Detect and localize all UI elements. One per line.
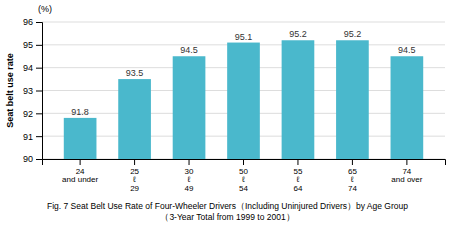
x-tick-label-line: 54 [239, 184, 248, 193]
x-tick-label-line: 74 [348, 184, 357, 193]
x-tick-mark [134, 159, 135, 165]
y-axis-title: Seat belt use rate [5, 53, 15, 128]
y-tick-label: 91 [23, 132, 33, 142]
y-tick: 96 [23, 17, 42, 27]
bar [282, 40, 315, 159]
data-label: 94.5 [398, 45, 416, 55]
x-tick-label: 74and over [391, 167, 422, 185]
y-tick-mark [36, 136, 42, 137]
x-tick: 50ℓ54 [239, 159, 248, 193]
y-tick: 93 [23, 86, 42, 96]
x-axis: 24and under25ℓ2930ℓ4950ℓ5455ℓ6465ℓ7474an… [43, 159, 446, 193]
x-tick-mark [243, 159, 244, 165]
x-tick-label-line: 25 [130, 167, 139, 176]
y-tick-mark [36, 45, 42, 46]
x-tick: 74and over [391, 159, 422, 184]
x-tick-label-line: 49 [185, 184, 194, 193]
x-tick: 65ℓ74 [348, 159, 357, 193]
bar [391, 56, 424, 159]
x-tick-label-line: 65 [348, 167, 357, 176]
chart: 91.8 93.5 94.5 95.1 95.2 95.2 94.5 90 91 92 93 94 95… [0, 0, 455, 225]
y-tick-mark [36, 159, 42, 160]
x-tick-label-line: 64 [294, 184, 303, 193]
x-tick-label-line: ℓ [187, 175, 191, 184]
x-tick-label: 50ℓ54 [239, 167, 248, 194]
data-label: 91.8 [71, 107, 89, 117]
bar [173, 56, 206, 159]
x-tick-mark [189, 159, 190, 165]
x-tick-label: 30ℓ49 [185, 167, 194, 194]
x-tick-label: 24and under [62, 167, 98, 185]
y-tick-label: 94 [23, 63, 33, 73]
data-label: 95.2 [344, 29, 362, 39]
x-tick-mark [297, 159, 298, 165]
y-tick-mark [36, 22, 42, 23]
y-tick-label: 96 [23, 17, 33, 27]
x-axis-line [43, 160, 446, 166]
x-tick-label: 25ℓ29 [130, 167, 139, 194]
bars [64, 40, 423, 159]
y-tick: 94 [23, 63, 42, 73]
x-tick-label-line: 50 [239, 167, 248, 176]
data-labels: 91.8 93.5 94.5 95.1 95.2 95.2 94.5 [71, 29, 415, 117]
x-tick-label-line: 30 [185, 167, 194, 176]
bar [64, 118, 97, 159]
title: Fig. 7 Seat Belt Use Rate of Four-Wheele… [47, 201, 408, 211]
x-tick-label-line: and over [391, 175, 422, 184]
y-tick: 95 [23, 40, 42, 50]
x-tick-label-line: 74 [402, 167, 411, 176]
y-tick-mark [36, 68, 42, 69]
x-tick: 24and under [62, 159, 98, 184]
data-label: 94.5 [180, 45, 198, 55]
x-tick-label: 55ℓ64 [294, 167, 303, 194]
data-label: 95.1 [235, 32, 253, 42]
x-tick-label-line: and under [62, 175, 98, 184]
bar [227, 43, 260, 159]
x-tick-label-line: ℓ [132, 175, 136, 184]
y-tick-label: 92 [23, 109, 33, 119]
grid [42, 22, 445, 159]
y-tick: 90 [23, 154, 42, 164]
bar [118, 79, 151, 159]
x-tick-label-line: ℓ [241, 175, 245, 184]
x-tick: 55ℓ64 [294, 159, 303, 193]
x-tick-label: 65ℓ74 [348, 167, 357, 194]
x-tick-label-line: 24 [76, 167, 85, 176]
y-tick-mark [36, 113, 42, 114]
x-tick-label-line: ℓ [350, 175, 354, 184]
x-tick: 30ℓ49 [185, 159, 194, 193]
x-tick-mark [406, 159, 407, 165]
y-tick: 92 [23, 109, 42, 119]
x-tick-label-line: ℓ [296, 175, 300, 184]
x-tick-mark [80, 159, 81, 165]
data-label: 93.5 [126, 68, 144, 78]
y-tick: 91 [23, 132, 42, 142]
y-axis-line [36, 23, 43, 160]
y-tick-label: 95 [23, 40, 33, 50]
bar [336, 40, 369, 159]
y-axis: 90 91 92 93 94 95 96 [23, 17, 43, 164]
x-tick: 25ℓ29 [130, 159, 139, 193]
x-tick-label-line: 29 [130, 184, 139, 193]
y-tick-label: 90 [23, 154, 33, 164]
y-tick-label: 93 [23, 86, 33, 96]
plot: 91.8 93.5 94.5 95.1 95.2 95.2 94.5 90 91 92 93 94 95… [23, 17, 446, 193]
x-tick-label-line: 55 [294, 167, 303, 176]
y-tick-mark [36, 91, 42, 92]
x-tick-mark [352, 159, 353, 165]
subtitle: （3-Year Total from 1999 to 2001） [160, 212, 294, 222]
grid-line [42, 22, 445, 23]
data-label: 95.2 [289, 29, 307, 39]
unit-label: (%) [38, 4, 52, 14]
